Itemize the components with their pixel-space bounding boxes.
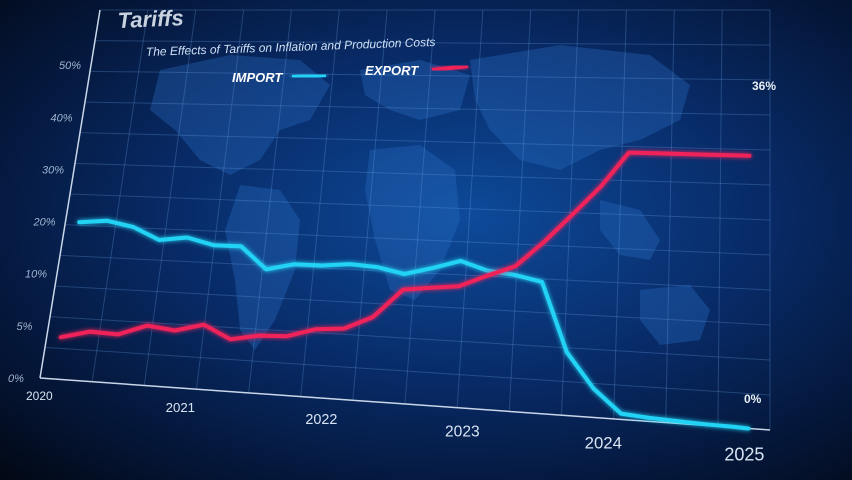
series-line-import (77, 218, 751, 431)
y-tick-label: 30% (42, 164, 64, 176)
grid-line-horizontal (64, 224, 771, 256)
grid-line-vertical (456, 9, 484, 408)
grid-line-vertical (717, 9, 723, 427)
end-label-import: 0% (744, 392, 762, 406)
grid-line-horizontal (44, 346, 771, 396)
series-line-export (58, 150, 752, 342)
grid-line-vertical (352, 9, 388, 401)
legend-label-export: EXPORT (365, 63, 419, 78)
grid-line-vertical (143, 9, 197, 386)
grid-line-horizontal (89, 70, 771, 81)
series-lines (58, 150, 752, 431)
chart-title: Tariffs (117, 5, 184, 33)
x-tick-label: 2023 (445, 423, 480, 440)
world-map-background (150, 45, 710, 350)
x-tick-label: 2024 (585, 433, 622, 452)
y-tick-label: 50% (59, 60, 81, 72)
x-axis-line (39, 377, 771, 431)
grid-line-horizontal (49, 316, 771, 361)
y-tick-label: 0% (8, 373, 24, 385)
x-tick-labels: 2020 2021 2022 2023 2024 2025 (26, 389, 764, 464)
chart-axes (39, 9, 771, 431)
grid-line-vertical (665, 9, 675, 423)
grid-line-vertical (613, 9, 627, 419)
legend-swatch-export (431, 64, 469, 72)
grid-line-vertical (91, 9, 149, 382)
grid-line-vertical (404, 9, 436, 405)
grid-line-vertical (248, 9, 292, 393)
y-tick-labels: 0% 5% 10% 20% 30% 40% 50% (8, 60, 81, 385)
grid-line-horizontal (84, 101, 771, 116)
legend: IMPORT EXPORT (232, 63, 469, 85)
grid-line-horizontal (79, 132, 771, 151)
y-tick-label: 10% (25, 269, 47, 281)
grid-line-vertical (508, 9, 532, 412)
y-axis-line (39, 9, 101, 379)
grid-line-horizontal (54, 285, 771, 326)
legend-label-import: IMPORT (232, 70, 283, 85)
x-tick-label: 2022 (305, 412, 337, 428)
grid-line-horizontal (74, 162, 771, 186)
chart-subtitle: The Effects of Tariffs on Inflation and … (146, 35, 436, 59)
legend-swatch-import (291, 73, 327, 79)
y-tick-label: 20% (33, 217, 56, 229)
y-tick-label: 5% (17, 321, 33, 333)
x-tick-label: 2021 (166, 400, 195, 415)
end-label-export: 36% (752, 79, 776, 93)
grid-line-horizontal (94, 40, 771, 46)
grid-line-horizontal (69, 193, 771, 221)
x-tick-label: 2020 (26, 389, 53, 403)
x-tick-label: 2025 (724, 444, 764, 464)
y-tick-label: 40% (51, 112, 73, 124)
